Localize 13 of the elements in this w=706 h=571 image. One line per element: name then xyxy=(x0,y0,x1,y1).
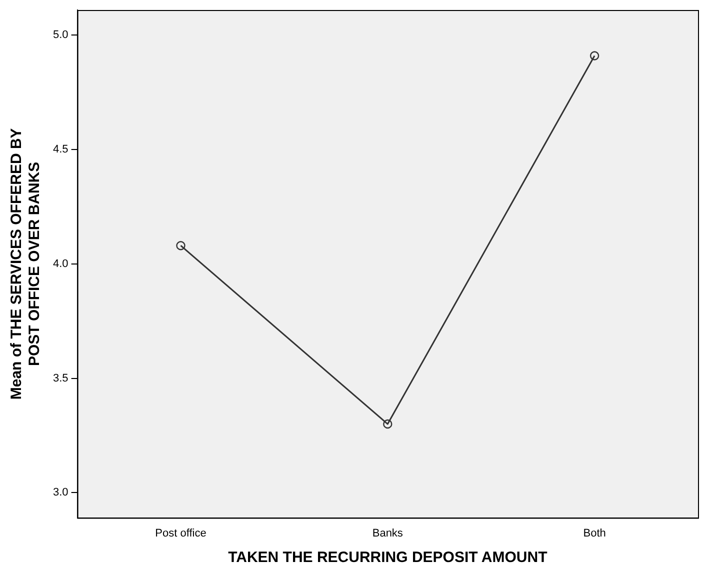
point xyxy=(383,419,392,429)
y-tick-label: 3.5 xyxy=(52,372,68,384)
y-axis-title: Mean of THE SERVICES OFFERED BY POST OFFICE OVER BANKS xyxy=(8,128,44,400)
y-tick-label: 3.0 xyxy=(52,486,68,499)
point xyxy=(590,51,600,60)
x-tick-label: Banks xyxy=(372,527,404,540)
x-axis-title: TAKEN THE RECURRING DEPOSIT AMOUNT xyxy=(228,549,548,566)
y-tick-label: 4.0 xyxy=(52,258,68,270)
x-tick-label: Post office xyxy=(155,527,206,540)
y-tick-label: 5.0 xyxy=(52,29,68,42)
x-tick-label: Both xyxy=(583,527,606,540)
point xyxy=(176,241,186,250)
y-tick-label: 4.5 xyxy=(52,144,68,156)
